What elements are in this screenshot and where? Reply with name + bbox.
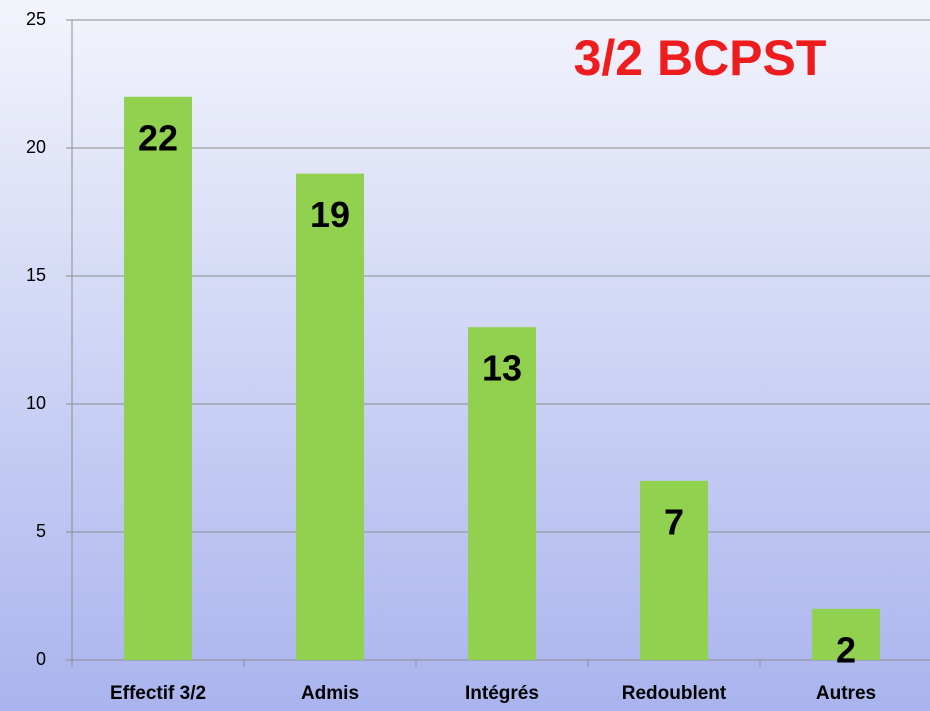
y-tick-label: 15 bbox=[26, 265, 46, 285]
value-label: 19 bbox=[310, 194, 350, 235]
value-label: 2 bbox=[836, 629, 856, 670]
bar bbox=[468, 327, 536, 660]
x-tick-label: Autres bbox=[816, 683, 876, 704]
value-label: 13 bbox=[482, 348, 522, 389]
x-tick-label: Effectif 3/2 bbox=[110, 683, 206, 704]
x-tick-label: Admis bbox=[301, 683, 359, 704]
x-tick-label: Intégrés bbox=[465, 683, 539, 704]
bar bbox=[812, 608, 880, 660]
x-tick-label: Redoublent bbox=[622, 683, 727, 704]
y-tick-label: 20 bbox=[26, 137, 46, 157]
value-label: 22 bbox=[138, 117, 178, 158]
value-label: 7 bbox=[664, 501, 684, 542]
y-tick-label: 25 bbox=[26, 9, 46, 29]
bar bbox=[296, 173, 364, 660]
bar bbox=[640, 480, 708, 660]
y-tick-label: 0 bbox=[36, 649, 46, 669]
y-tick-label: 10 bbox=[26, 393, 46, 413]
bar bbox=[124, 96, 192, 661]
chart-title: 3/2 BCPST bbox=[574, 30, 827, 86]
y-tick-label: 5 bbox=[36, 521, 46, 541]
